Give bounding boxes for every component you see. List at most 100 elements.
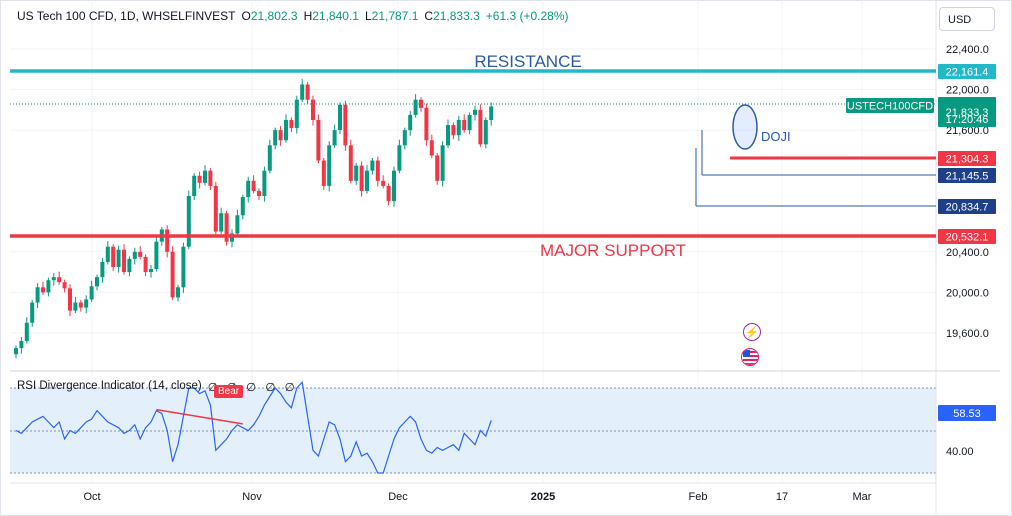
candle-body — [208, 170, 213, 186]
candle-body — [294, 99, 299, 129]
level-b-price-label-bg — [938, 168, 996, 183]
level-b-price-label: 21,145.5 — [946, 171, 989, 183]
x-tick-label: 17 — [776, 491, 788, 503]
candle-body — [257, 190, 261, 197]
open-value: 21,802.3 — [250, 9, 298, 23]
candle-body — [19, 341, 24, 349]
price-labels: 22,161.4 USTECH100CFD 21,833.317:20:46 21,3… — [846, 64, 996, 421]
level-c-price-label-bg — [938, 199, 996, 214]
close-label: C — [424, 9, 434, 23]
candle-body — [392, 170, 396, 202]
candle-body — [359, 165, 364, 191]
candle-body — [338, 104, 342, 131]
candle-body — [332, 130, 337, 146]
y-tick-label: 22,400.0 — [946, 44, 989, 56]
y-tick-label: 22,000.0 — [946, 85, 989, 97]
candle-body — [397, 145, 402, 171]
y-tick-label: 20,000.0 — [946, 287, 989, 299]
candle-body — [278, 130, 283, 141]
support-annotation: MAJOR SUPPORT — [540, 241, 686, 260]
candle-body — [311, 99, 315, 120]
x-tick-label: Oct — [83, 491, 100, 503]
candle-body — [240, 197, 245, 216]
candle-body — [262, 170, 267, 197]
rsi-current-label: 58.53 — [953, 408, 981, 420]
candle-body — [78, 302, 83, 308]
change-value: +61.3 (+0.28%) — [485, 9, 569, 23]
x-tick-label: Mar — [853, 491, 872, 503]
support-price-label-bg — [938, 229, 996, 244]
candle-body — [62, 282, 67, 289]
high-label: H — [303, 9, 313, 23]
candle-body — [343, 104, 348, 146]
low-value: 21,787.1 — [371, 9, 419, 23]
candle-body — [149, 269, 153, 273]
x-tick-label: Nov — [242, 491, 262, 503]
axes: 22,400.0 22,000.0 21,600.0 20,400.0 20,000.0… — [83, 44, 988, 503]
rsi-header: RSI Divergence Indicator (14, close) ∅ ∅… — [17, 380, 298, 394]
resistance-price-label-bg — [938, 64, 996, 79]
y-tick-label: 19,600.0 — [946, 328, 989, 340]
candle-body — [41, 287, 45, 293]
candle-body — [489, 106, 494, 120]
candle-body — [348, 145, 353, 181]
candle-body — [251, 180, 256, 191]
flash-icon[interactable]: ⚡ — [743, 323, 761, 341]
candle-body — [413, 99, 418, 115]
candle-body — [143, 256, 148, 273]
candle-body — [284, 119, 288, 141]
chart-header: US Tech 100 CFD, 1D, WHSELFINVEST O21,80… — [17, 9, 569, 23]
us-flag-graphic — [742, 349, 758, 365]
candle-body — [483, 119, 488, 145]
close-value: 21,833.3 — [433, 9, 480, 23]
rsi-axis-label: 40.00 — [946, 446, 974, 458]
resistance-price-label: 22,161.4 — [946, 67, 989, 79]
candle-body — [224, 213, 229, 242]
rsi-pane — [15, 381, 492, 474]
y-tick-label: 21,600.0 — [946, 125, 989, 137]
candle-body — [127, 258, 132, 273]
resistance-annotation: RESISTANCE — [474, 52, 581, 71]
levels: RESISTANCE MAJOR SUPPORT DOJI — [10, 52, 936, 260]
bear-divergence-label: Bear — [214, 385, 244, 398]
candle-body — [381, 180, 386, 186]
candle-body — [138, 251, 143, 257]
candle-body — [176, 287, 180, 298]
candle-body — [289, 119, 294, 129]
candle-body — [186, 196, 191, 247]
candle-body — [219, 213, 224, 232]
symbol-title[interactable]: US Tech 100 CFD, 1D, WHSELFINVEST — [17, 9, 236, 23]
y-tick-label: 20,400.0 — [946, 247, 989, 259]
candle-body — [24, 322, 29, 342]
currency-button[interactable]: USD — [939, 7, 995, 31]
candle-body — [365, 170, 369, 191]
candle-body — [370, 160, 375, 171]
level-a-price-label: 21,304.3 — [946, 154, 989, 166]
candle-body — [203, 170, 207, 183]
candle-body — [100, 261, 105, 278]
rsi-title[interactable]: RSI Divergence Indicator (14, close) — [17, 380, 202, 392]
candle-body — [51, 277, 56, 281]
candle-body — [46, 280, 51, 293]
us-flag-icon[interactable] — [741, 348, 759, 366]
candle-body — [246, 180, 251, 198]
open-label: O — [241, 9, 251, 23]
candle-body — [14, 348, 18, 355]
candle-body — [181, 246, 186, 288]
x-tick-label: 2025 — [531, 491, 555, 503]
candle-body — [197, 175, 202, 183]
doji-circle — [732, 104, 758, 150]
level-c-price-label: 20,834.7 — [946, 202, 989, 214]
doji-annotation: DOJI — [761, 129, 791, 144]
current-price-label-bg — [938, 97, 996, 127]
candle-body — [111, 246, 116, 268]
candle-body — [73, 302, 78, 311]
candle-body — [386, 185, 391, 202]
candle-body — [122, 249, 126, 273]
candle-body — [213, 185, 218, 232]
candle-body — [95, 277, 99, 287]
current-price-label: 21,833.3 — [946, 107, 989, 119]
candle-body — [68, 288, 72, 311]
candle-body — [467, 114, 472, 131]
